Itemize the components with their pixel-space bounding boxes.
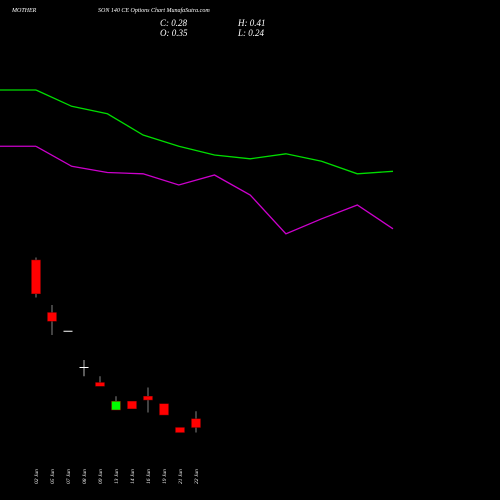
x-tick-label: 08 Jun <box>82 469 88 484</box>
x-tick-label: 09 Jun <box>98 469 104 484</box>
low-label: L: 0.24 <box>237 28 265 38</box>
candle-body <box>175 427 185 433</box>
title-part: SON 140 CE Options Chart MunafaSutra.com <box>98 7 210 14</box>
indicator-line <box>35 145 394 235</box>
candle-body <box>191 418 201 428</box>
candle-body <box>79 367 89 368</box>
x-tick-label: 05 Jun <box>50 469 56 484</box>
open-label: O: 0.35 <box>160 28 188 38</box>
indicator-line <box>35 89 394 175</box>
candle-body <box>159 403 169 416</box>
x-tick-label: 16 Jun <box>146 469 152 484</box>
title-part: MOTHER <box>11 8 37 14</box>
candle-body <box>63 330 73 332</box>
candle-body <box>95 382 105 387</box>
close-label: C: 0.28 <box>160 18 188 28</box>
candle-body <box>127 401 137 409</box>
candle-body <box>111 401 121 411</box>
x-tick-label: 19 Jun <box>162 469 168 484</box>
x-tick-label: 22 Jun <box>194 469 200 484</box>
candle-body <box>143 396 153 401</box>
x-tick-label: 21 Jun <box>178 469 184 484</box>
x-tick-label: 13 Jun <box>114 469 120 484</box>
x-tick-label: 07 Jun <box>66 469 72 484</box>
x-tick-label: 02 Jun <box>34 469 40 484</box>
candle-body <box>31 259 41 294</box>
candle-body <box>47 312 57 322</box>
high-label: H: 0.41 <box>237 18 266 28</box>
x-tick-label: 14 Jun <box>129 469 136 484</box>
